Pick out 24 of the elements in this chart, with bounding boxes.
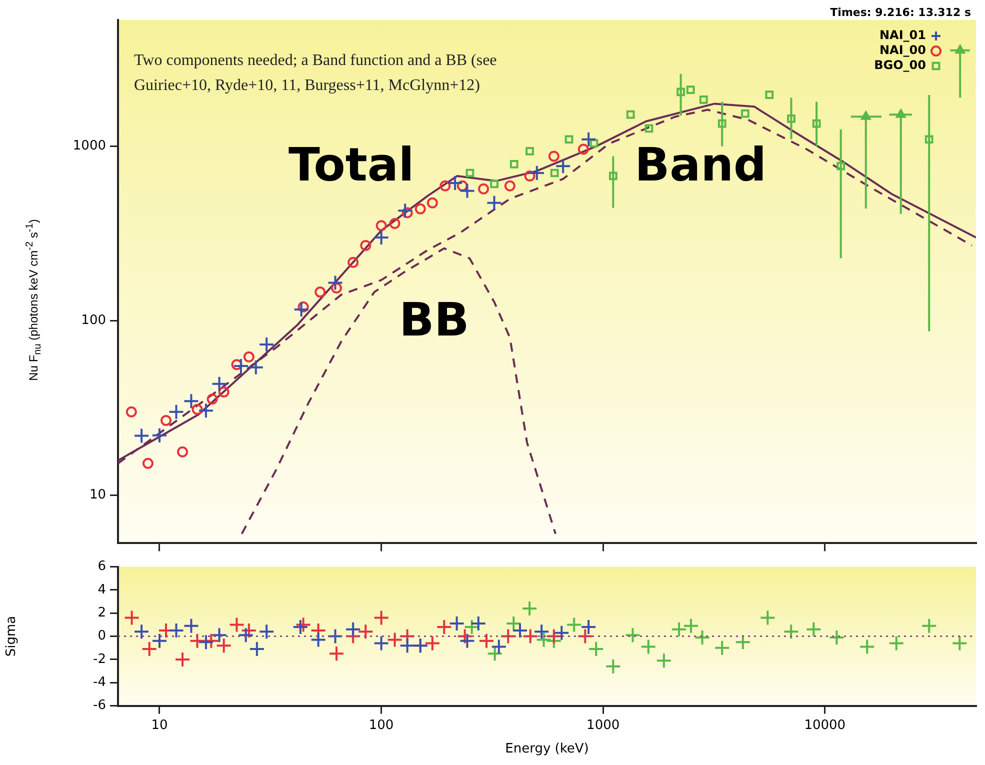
- x-tick-label: 1000: [586, 718, 620, 733]
- y-tick-label: 1000: [72, 138, 106, 154]
- series-label: BB: [399, 292, 470, 346]
- series-label: Band: [634, 138, 766, 192]
- legend-label: NAI_00: [880, 43, 926, 58]
- y-tick-label: 2: [98, 606, 106, 621]
- annotation: Two components needed; a Band function and a BB (see Guiriec+10, Ryde+10, 11, Burgess+11, McGlynn+12): [134, 51, 498, 96]
- legend-label: NAI_01: [880, 28, 926, 42]
- legend-label: BGO_00: [874, 58, 926, 72]
- x-tick-label: 10000: [804, 718, 846, 733]
- y-tick-label: 0: [98, 628, 106, 644]
- series-label: Total: [288, 137, 414, 192]
- y-tick-label: -6: [93, 698, 106, 714]
- x-tick-label: 100: [368, 718, 394, 733]
- y-tick-label: 4: [98, 582, 106, 598]
- y-tick-label: 100: [81, 313, 106, 328]
- y-tick-label: 6: [98, 559, 106, 574]
- x-tick-label: 10: [151, 718, 168, 733]
- y-axis-title: Sigma: [4, 616, 20, 657]
- x-axis-title: Energy (keV): [505, 742, 589, 757]
- y-tick-label: -4: [93, 675, 106, 690]
- chart-subtitle: Times: 9.216: 13.312 s: [830, 6, 971, 19]
- y-tick-label: -2: [93, 652, 106, 667]
- y-tick-label: 10: [89, 487, 106, 502]
